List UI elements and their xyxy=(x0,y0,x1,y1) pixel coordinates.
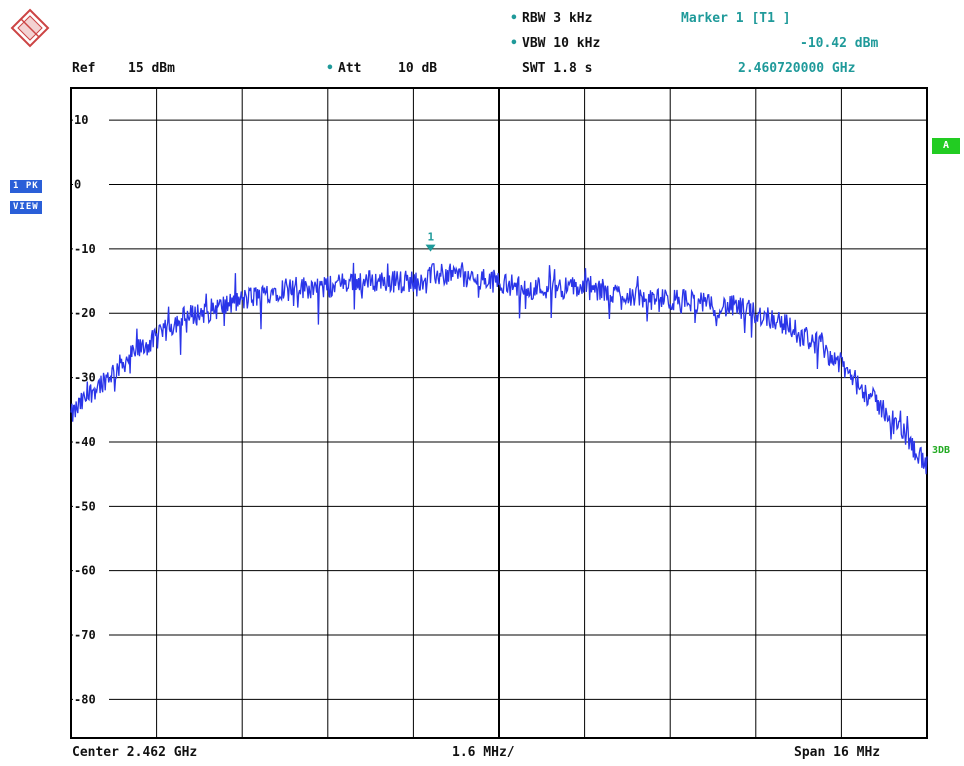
frequency-span: Span 16 MHz xyxy=(794,745,881,760)
rohde-schwarz-logo-icon xyxy=(10,8,50,48)
spectrum-trace xyxy=(70,262,928,475)
att-label: Att xyxy=(338,61,362,76)
att-dot-icon: • xyxy=(326,61,334,76)
ref-value: 15 dBm xyxy=(128,61,175,76)
y-tick-label: -30 xyxy=(74,371,96,385)
marker-label: 1 xyxy=(428,231,435,244)
y-tick-label-background xyxy=(73,563,109,577)
marker-triangle-icon xyxy=(425,244,436,252)
y-tick-label: 10 xyxy=(74,113,88,127)
y-tick-label-background xyxy=(73,499,109,513)
marker-frequency: 2.460720000 GHz xyxy=(738,61,856,76)
y-tick-label-background xyxy=(73,177,109,191)
y-tick-label: 0 xyxy=(74,178,81,192)
y-tick-label-background xyxy=(73,628,109,642)
y-tick-label: -80 xyxy=(74,692,96,706)
rbw-dot-icon: • xyxy=(510,11,518,26)
y-tick-label: -70 xyxy=(74,628,96,642)
trace-mode-tag: 1 PK xyxy=(10,180,42,193)
vbw-setting: VBW 10 kHz xyxy=(522,36,601,51)
swt-setting: SWT 1.8 s xyxy=(522,61,593,76)
marker-level: -10.42 dBm xyxy=(800,36,879,51)
ref-label: Ref xyxy=(72,61,96,76)
y-tick-label-background xyxy=(73,306,109,320)
marker-1: 1 xyxy=(425,231,436,252)
y-tick-label: -20 xyxy=(74,306,96,320)
y-tick-label-background xyxy=(73,692,109,706)
y-tick-labels: 10 0 -10 -20 -30 -40 -50 -60 -70 -80 xyxy=(73,113,109,706)
y-tick-label-background xyxy=(73,434,109,448)
screen-a-indicator: A xyxy=(932,138,960,154)
trace-view-tag: VIEW xyxy=(10,201,42,214)
plot-grid xyxy=(71,88,927,738)
vbw-dot-icon: • xyxy=(510,36,518,51)
y-tick-label-background xyxy=(73,241,109,255)
att-value: 10 dB xyxy=(398,61,438,76)
y-tick-label-background xyxy=(73,370,109,384)
center-frequency: Center 2.462 GHz xyxy=(72,745,198,760)
rbw-setting: RBW 3 kHz xyxy=(522,11,593,26)
y-tick-label: -10 xyxy=(74,242,96,256)
marker-title: Marker 1 [T1 ] xyxy=(681,11,791,26)
y-tick-label: -50 xyxy=(74,499,96,513)
y-tick-label: -40 xyxy=(74,435,96,449)
y-tick-label: -60 xyxy=(74,564,96,578)
frequency-per-division: 1.6 MHz/ xyxy=(452,745,515,760)
3db-indicator: 3DB xyxy=(932,445,951,456)
y-tick-label-background xyxy=(73,113,109,127)
